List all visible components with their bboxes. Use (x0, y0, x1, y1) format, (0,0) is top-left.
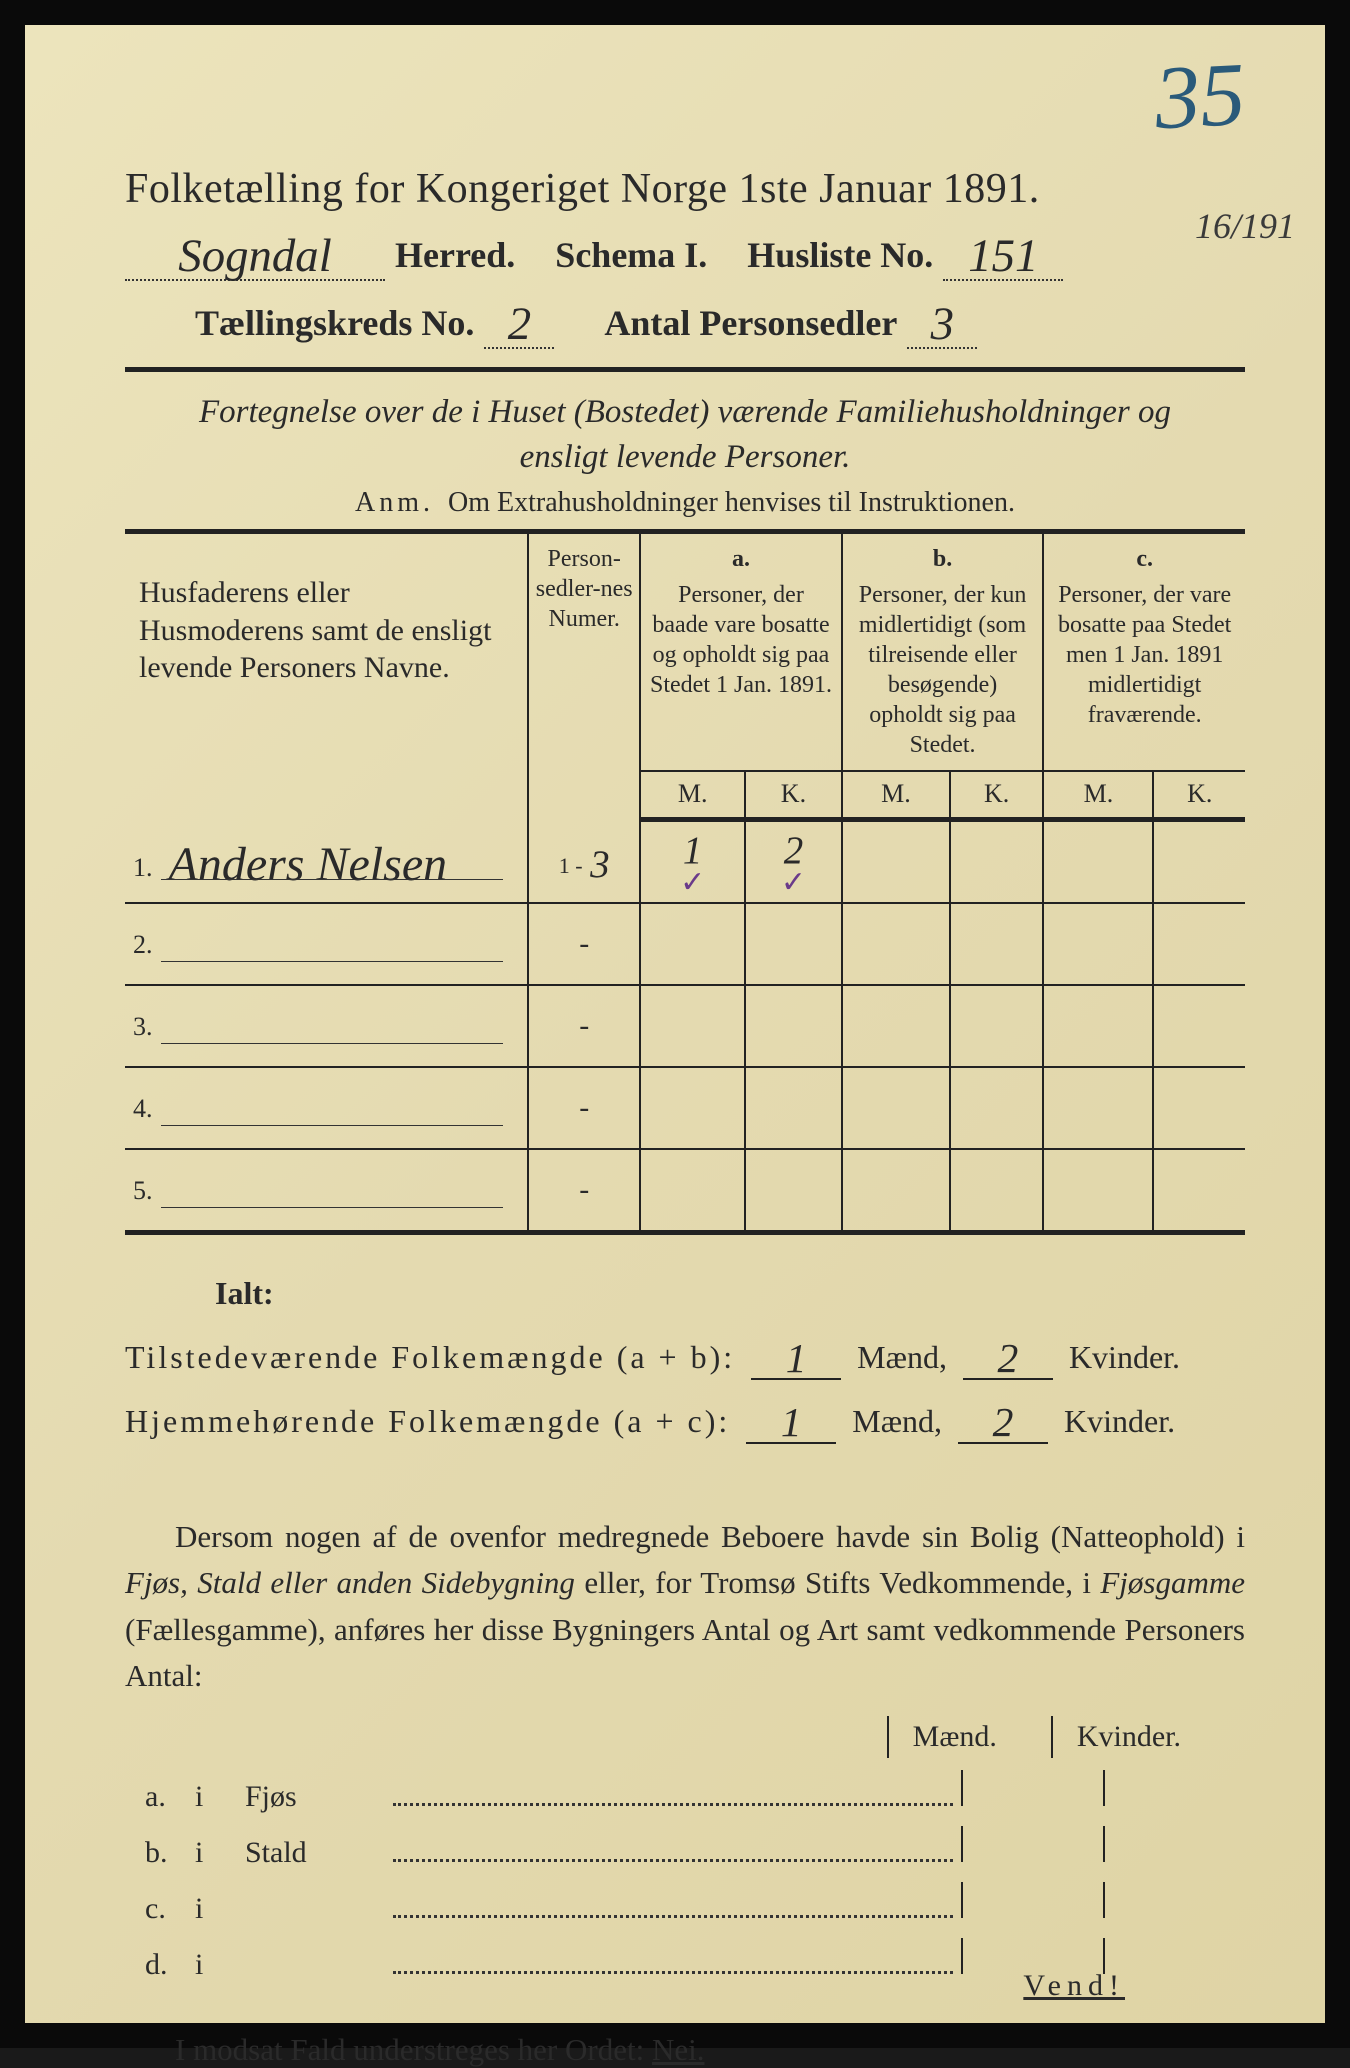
col-numer-header: Person-sedler-nes Numer. (536, 546, 633, 632)
row-name: Anders Nelsen (169, 838, 448, 891)
col-c-m: M. (1043, 771, 1153, 819)
subtitle: Fortegnelse over de i Huset (Bostedet) v… (165, 390, 1205, 479)
col-b-header: Personer, der kun midlertidigt (som tilr… (859, 582, 1027, 758)
building-row-b: b. i Stald (125, 1826, 1245, 1870)
tilstede-label: Tilstedeværende Folkemængde (a + b): (125, 1339, 735, 1376)
col-names-header: Husfaderens eller Husmoderens samt de en… (139, 576, 491, 684)
header-row-1: Sogndal Herred. Schema I. Husliste No. 1… (125, 225, 1245, 281)
mk-kvinder: Kvinder. (1051, 1716, 1205, 1758)
hjemme-m: 1 (781, 1399, 802, 1445)
anm-prefix: Anm. (355, 487, 434, 518)
nei-word: Nei. (652, 2032, 705, 2067)
form-title: Folketælling for Kongeriget Norge 1ste J… (125, 165, 1245, 213)
row-a-m: 1 (683, 829, 703, 872)
building-rows: a. i Fjøs b. i Stald c. i d. i (125, 1770, 1245, 1982)
hjemme-k: 2 (993, 1399, 1014, 1445)
husliste-value: 151 (968, 230, 1038, 282)
row-a-k: 2 (784, 829, 804, 872)
totals-block: Ialt: Tilstedeværende Folkemængde (a + b… (125, 1275, 1245, 1444)
mk-header: Mænd. Kvinder. (125, 1716, 1245, 1758)
vend-label: Vend! (1023, 1969, 1125, 2003)
table-row: 5. - (125, 1149, 1245, 1230)
col-b-m: M. (842, 771, 950, 819)
kreds-label: Tællingskreds No. (195, 302, 474, 344)
col-c-k: K. (1153, 771, 1245, 819)
tilstede-m: 1 (786, 1335, 807, 1381)
husliste-label: Husliste No. (747, 234, 933, 276)
antal-value: 3 (931, 298, 954, 350)
col-a-k: K. (745, 771, 842, 819)
building-row-a: a. i Fjøs (125, 1770, 1245, 1814)
herred-label: Herred. (395, 234, 515, 276)
header-row-2: Tællingskreds No. 2 Antal Personsedler 3 (125, 293, 1245, 349)
row-numer: 1 - 3 (528, 819, 640, 903)
col-a-letter: a. (647, 544, 835, 574)
col-c-letter: c. (1050, 544, 1239, 574)
census-form-page: 35 16/191 Folketælling for Kongeriget No… (0, 0, 1350, 2048)
col-b-k: K. (950, 771, 1043, 819)
margin-note: 16/191 (1195, 205, 1295, 247)
table-row: 2. - (125, 903, 1245, 985)
antal-label: Antal Personsedler (604, 302, 897, 344)
anm-text: Om Extrahusholdninger henvises til Instr… (448, 487, 1015, 518)
table-row: 3. - (125, 985, 1245, 1067)
schema-label: Schema I. (555, 234, 707, 276)
page-number-handwritten: 35 (1152, 43, 1247, 151)
anm-line: Anm. Om Extrahusholdninger henvises til … (125, 487, 1245, 519)
kreds-value: 2 (508, 298, 531, 350)
building-paragraph: Dersom nogen af de ovenfor medregnede Be… (125, 1514, 1245, 1700)
hjemme-label: Hjemmehørende Folkemængde (a + c): (125, 1403, 730, 1440)
herred-value: Sogndal (178, 230, 331, 282)
mk-maend: Mænd. (887, 1716, 1021, 1758)
main-table: Husfaderens eller Husmoderens samt de en… (125, 529, 1245, 1230)
row-num: 1. (133, 853, 161, 883)
col-a-m: M. (640, 771, 745, 819)
ialt-label: Ialt: (215, 1275, 1245, 1312)
table-row: 1. Anders Nelsen 1 - 3 1✓ 2✓ (125, 819, 1245, 903)
table-row: 4. - (125, 1067, 1245, 1149)
rule-1 (125, 367, 1245, 372)
rule-2 (125, 1230, 1245, 1235)
building-row-c: c. i (125, 1882, 1245, 1926)
col-c-header: Personer, der vare bosatte paa Stedet me… (1058, 582, 1231, 728)
final-line: I modsat Fald understreges her Ordet: Ne… (125, 2032, 1245, 2068)
col-a-header: Personer, der baade vare bosatte og opho… (650, 582, 832, 698)
col-b-letter: b. (849, 544, 1037, 574)
tilstede-k: 2 (998, 1335, 1019, 1381)
